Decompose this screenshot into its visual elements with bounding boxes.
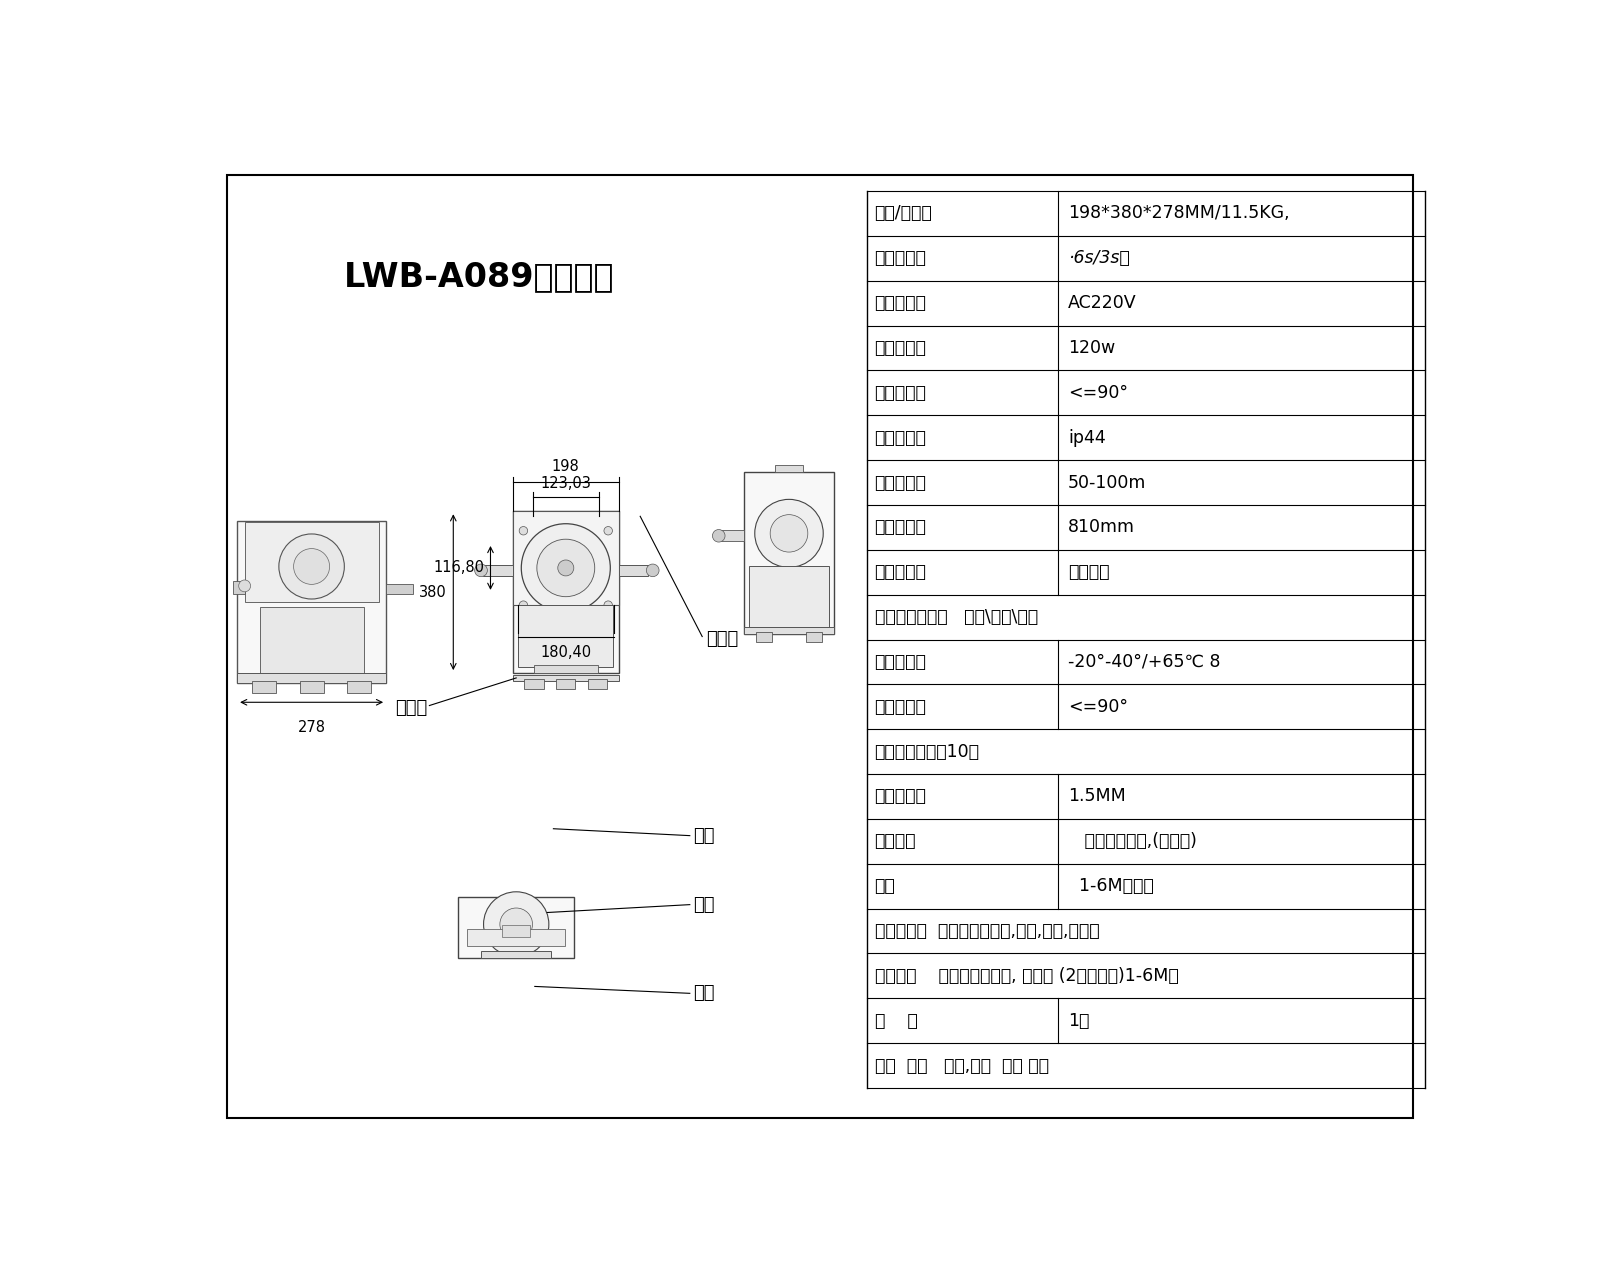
Bar [514, 675, 619, 681]
Bar [482, 951, 550, 957]
Text: 1.5MM: 1.5MM [1067, 787, 1126, 805]
Text: 起落杆速度: 起落杆速度 [875, 250, 926, 268]
Text: <=90°: <=90° [1067, 384, 1128, 402]
Text: 质    保: 质 保 [875, 1011, 917, 1029]
Text: 连杆: 连杆 [693, 984, 715, 1002]
Text: 123,03: 123,03 [541, 476, 592, 490]
Text: 运输  方式   物流,百世  安能 德邦: 运输 方式 物流,百世 安能 德邦 [875, 1056, 1048, 1074]
Ellipse shape [522, 524, 610, 612]
Bar [347, 681, 371, 692]
Text: 50-100m: 50-100m [1067, 474, 1146, 492]
Ellipse shape [558, 559, 574, 576]
Text: 198*380*278MM/11.5KG,: 198*380*278MM/11.5KG, [1067, 205, 1290, 223]
Bar [514, 511, 619, 673]
Text: 低温性能：: 低温性能： [875, 653, 926, 671]
Ellipse shape [278, 534, 344, 599]
Text: 尺寸/重量：: 尺寸/重量： [875, 205, 933, 223]
Bar [518, 605, 613, 667]
Ellipse shape [293, 549, 330, 585]
Text: 1年: 1年 [1067, 1011, 1090, 1029]
Text: 输入电源：: 输入电源： [875, 294, 926, 312]
Text: 蜗轮蜗杆结构,(防静电): 蜗轮蜗杆结构,(防静电) [1067, 832, 1197, 850]
Ellipse shape [518, 526, 528, 535]
Text: 杆离地高：: 杆离地高： [875, 518, 926, 536]
Bar [245, 522, 379, 602]
Bar [557, 680, 576, 689]
Text: 810mm: 810mm [1067, 518, 1134, 536]
Bar [259, 607, 363, 675]
Text: 延时落杆功能；10秒: 延时落杆功能；10秒 [875, 742, 979, 760]
Ellipse shape [646, 564, 659, 577]
Ellipse shape [238, 580, 251, 591]
Text: 1-6M可调节: 1-6M可调节 [1067, 877, 1154, 895]
Bar [483, 564, 514, 576]
Text: AC220V: AC220V [1067, 294, 1136, 312]
Bar [232, 581, 245, 594]
Bar [722, 530, 744, 541]
Ellipse shape [475, 564, 488, 577]
Ellipse shape [712, 530, 725, 541]
Bar [525, 680, 544, 689]
Text: 防护等级：: 防护等级： [875, 429, 926, 447]
Text: 可配闸机类型：   直杆\棚栏\折杆: 可配闸机类型： 直杆\棚栏\折杆 [875, 608, 1038, 626]
Bar [744, 627, 834, 634]
Bar [299, 681, 323, 692]
Bar [458, 896, 574, 957]
Ellipse shape [518, 600, 528, 609]
Ellipse shape [538, 539, 595, 596]
Text: 控制器功能  接口可接，开闸,地感,雷达,红外，: 控制器功能 接口可接，开闸,地感,雷达,红外， [875, 922, 1099, 940]
Bar [749, 566, 829, 627]
Bar [237, 521, 386, 684]
Ellipse shape [499, 908, 533, 941]
Text: ip44: ip44 [1067, 429, 1106, 447]
Text: 左右可调: 左右可调 [1067, 563, 1109, 581]
Ellipse shape [770, 515, 808, 552]
Ellipse shape [603, 600, 613, 609]
Ellipse shape [755, 499, 824, 567]
Bar [534, 664, 597, 673]
Bar [619, 564, 648, 576]
Text: LWB-A089道闸机芯: LWB-A089道闸机芯 [344, 260, 614, 293]
Bar [467, 928, 565, 946]
Bar [514, 511, 619, 605]
Text: 齿轮箱: 齿轮箱 [706, 630, 738, 648]
Text: 198: 198 [552, 460, 579, 474]
Text: 机箱钣金厚: 机箱钣金厚 [875, 787, 926, 805]
Bar [755, 632, 771, 641]
Text: 120w: 120w [1067, 339, 1115, 357]
Text: 配件配送    膨胀螺丝，夹板, 控制器 (2个遥制器)1-6M杆: 配件配送 膨胀螺丝，夹板, 控制器 (2个遥制器)1-6M杆 [875, 966, 1178, 984]
Text: <=90°: <=90° [1067, 698, 1128, 716]
Text: ·6s/3s；: ·6s/3s； [1067, 250, 1130, 268]
Bar [253, 681, 275, 692]
Text: 相对湿度：: 相对湿度： [875, 698, 926, 716]
Text: 278: 278 [298, 721, 326, 735]
Text: 额定功率：: 额定功率： [875, 339, 926, 357]
Text: 夹板: 夹板 [693, 896, 715, 914]
Bar [386, 584, 413, 594]
Bar [589, 680, 606, 689]
Text: 116,80: 116,80 [434, 561, 485, 576]
Text: 控制器: 控制器 [395, 699, 427, 717]
Text: 380: 380 [419, 585, 446, 600]
Ellipse shape [603, 526, 613, 535]
Text: 方向转换：: 方向转换： [875, 563, 926, 581]
Text: 遥控距离：: 遥控距离： [875, 474, 926, 492]
Bar [744, 472, 834, 634]
Text: -20°-40°/+65℃ 8: -20°-40°/+65℃ 8 [1067, 653, 1221, 671]
Bar [502, 925, 530, 937]
Text: 手轮: 手轮 [693, 827, 715, 845]
Bar [776, 466, 803, 472]
Bar [806, 632, 822, 641]
Ellipse shape [483, 892, 549, 956]
Text: 相对湿度：: 相对湿度： [875, 384, 926, 402]
Bar [237, 673, 386, 684]
Text: 弹黄: 弹黄 [875, 877, 896, 895]
Text: 180,40: 180,40 [541, 645, 592, 660]
Text: 齿轮箱：: 齿轮箱： [875, 832, 917, 850]
